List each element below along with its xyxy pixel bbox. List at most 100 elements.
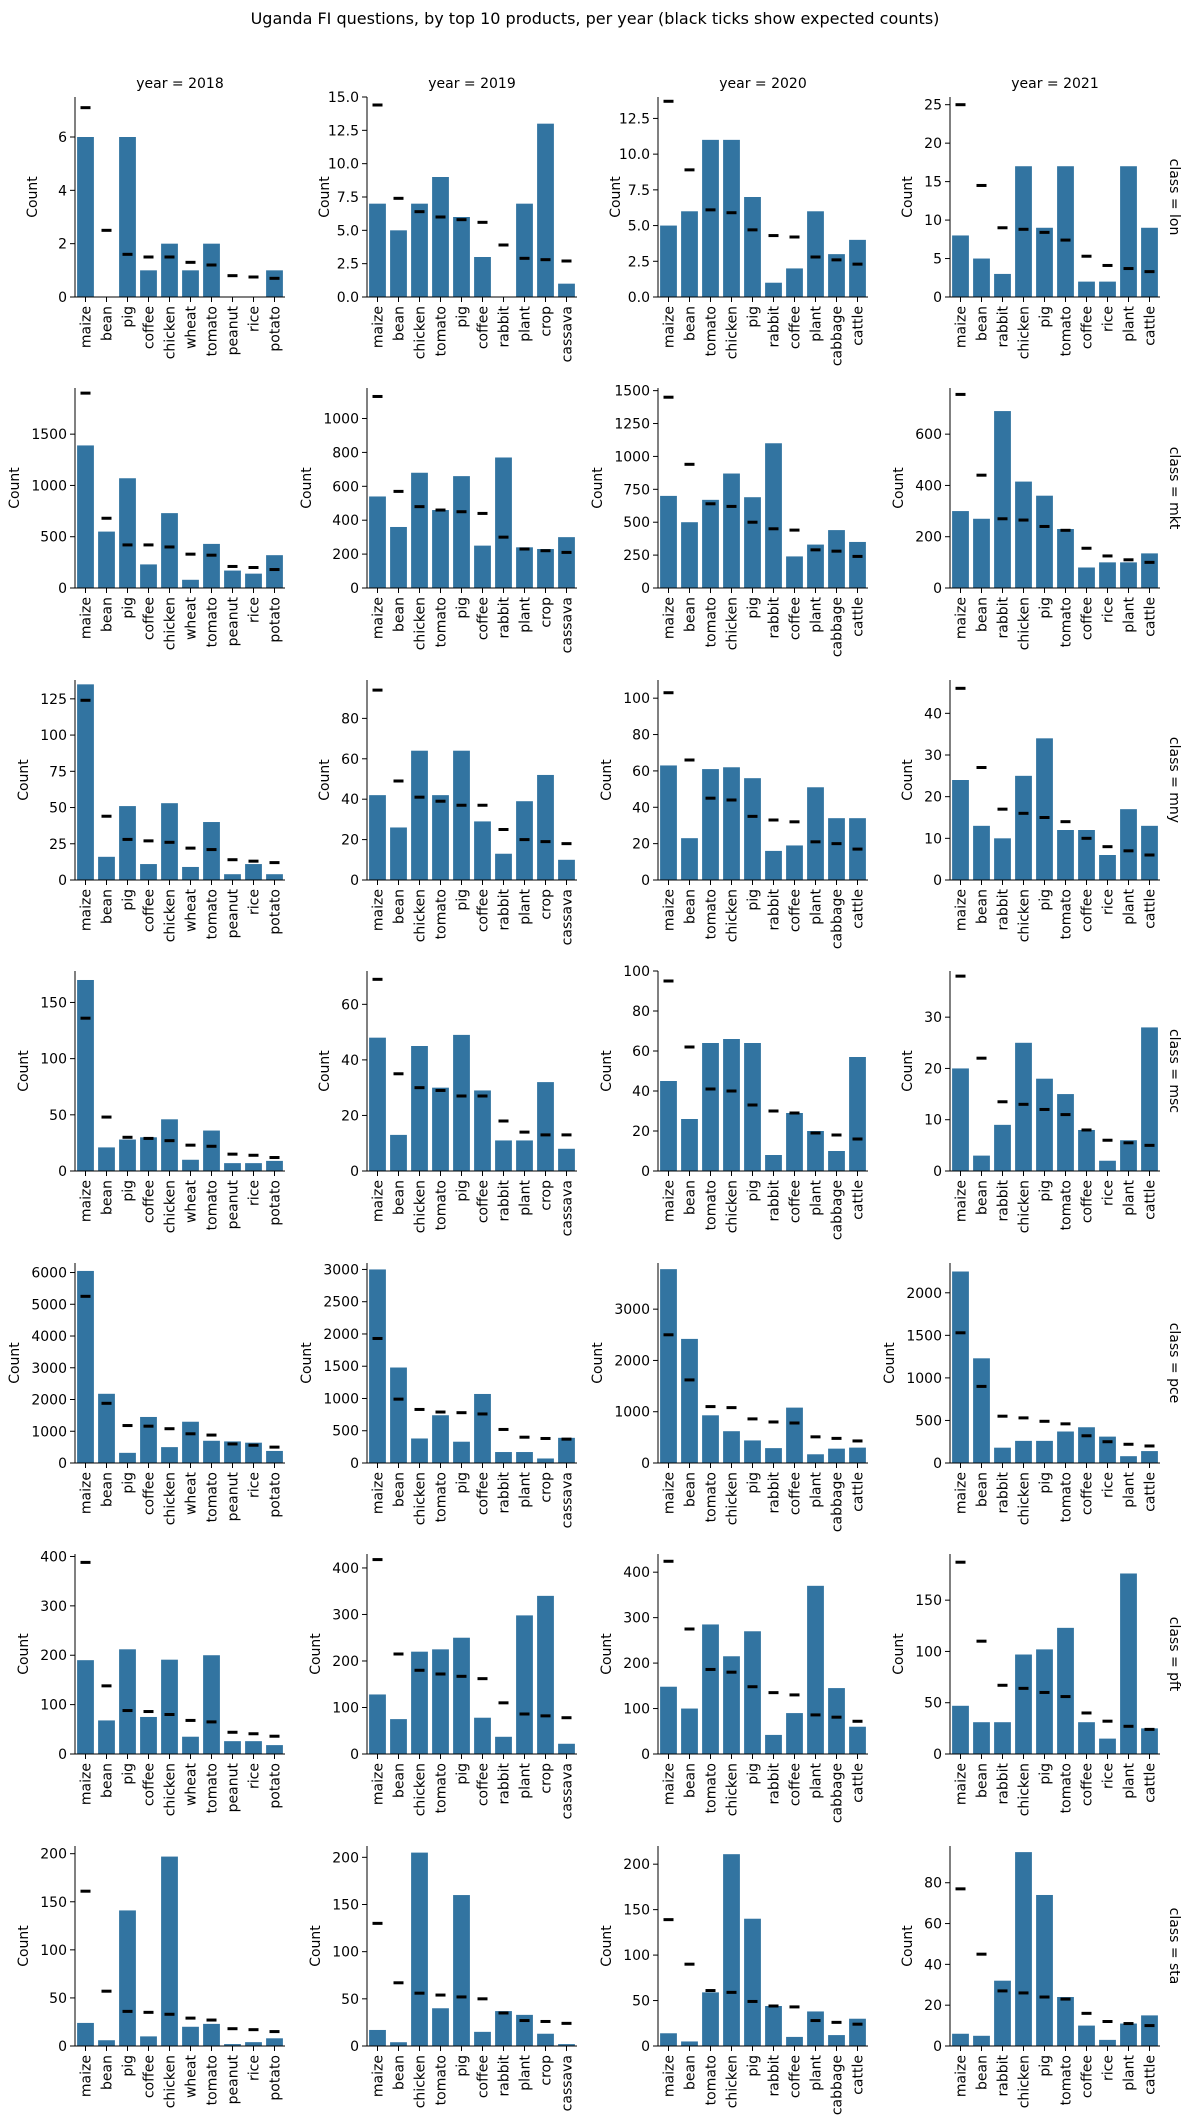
x-tick-label: cabbage [830,597,846,657]
bar [1120,562,1137,588]
bar [432,2008,449,2046]
bar [390,1719,407,1754]
y-tick-label: 1000 [906,1371,942,1387]
bar [744,1440,761,1463]
y-tick-label: 20 [924,1998,942,2014]
y-tick-label: 80 [632,728,650,744]
x-tick-label: chicken [163,306,179,359]
x-tick-label: rice [247,1763,263,1789]
x-tick-label: potato [268,1763,284,1809]
bar [1057,1094,1074,1171]
x-tick-label: rabbit [996,1763,1012,1805]
x-tick-label: pig [1038,597,1054,619]
y-axis-label: Count [308,1925,324,1967]
bar [1078,281,1095,297]
x-tick-label: rabbit [996,1472,1012,1514]
x-tick-label: coffee [788,1763,804,1806]
y-tick-label: 60 [341,752,359,768]
bar [1057,830,1074,880]
bar [723,1854,740,2046]
x-tick-label: chicken [1017,1180,1033,1233]
y-tick-label: 1500 [31,427,67,443]
facet-panel: 0 20 40 60 80 100 Count maize bean tomato chicken p… [599,680,868,949]
x-tick-label: plant [518,888,534,924]
bar [516,1452,533,1463]
row-label: class = pce [1166,1323,1182,1404]
bar [744,197,761,297]
x-tick-label: bean [100,1472,116,1507]
y-tick-label: 2 [58,237,67,253]
y-axis-label: Count [7,467,23,509]
y-tick-label: 40 [632,1084,650,1100]
x-tick-label: maize [954,1180,970,1222]
y-tick-label: 200 [623,1656,650,1672]
bar [203,243,220,297]
bar [537,123,554,298]
bar [140,1416,157,1463]
x-tick-label: coffee [1080,889,1096,932]
x-tick-label: cattle [851,1472,867,1512]
x-tick-label: bean [392,889,408,924]
facet-panel: 0 50 100 150 200 Count maize bean pig coffee chick… [16,1846,285,2108]
x-tick-label: tomato [1059,1180,1075,1230]
y-tick-label: 500 [623,515,650,531]
x-tick-label: tomato [434,1472,450,1522]
bar [952,235,969,297]
bar [495,2011,512,2046]
bar [119,806,136,880]
bar [702,1992,719,2046]
x-tick-label: tomato [205,306,221,356]
bar [224,1441,241,1463]
bar [1099,1738,1116,1754]
x-tick-label: bean [975,1180,991,1215]
x-tick-label: chicken [725,597,741,650]
x-tick-label: bean [975,306,991,341]
bar [98,1147,115,1171]
column-header: year = 2020 [719,76,807,92]
x-tick-label: rabbit [497,2055,513,2097]
bar [702,769,719,880]
y-axis-label: Count [317,1050,333,1092]
x-tick-label: pig [746,889,762,911]
bar [702,139,719,297]
x-tick-label: tomato [434,2055,450,2105]
x-tick-label: rabbit [497,1180,513,1222]
x-tick-label: peanut [226,2055,242,2105]
y-tick-label: 0 [350,1456,359,1472]
y-axis-label: Count [599,1050,615,1092]
bar [765,2006,782,2046]
x-tick-label: rabbit [767,1472,783,1514]
bar [660,225,677,297]
x-tick-label: chicken [725,889,741,942]
bar [681,1338,698,1463]
x-tick-label: maize [954,1763,970,1805]
bar [1057,1997,1074,2046]
bar [786,2036,803,2046]
y-tick-label: 1000 [31,1424,67,1440]
x-tick-label: rice [247,889,263,915]
facet-panel: 0 200 400 600 Count maize bean rabbit chicken pig… [891,388,1160,650]
bar [537,774,554,880]
bar [765,850,782,880]
bar [140,564,157,588]
x-tick-label: coffee [142,1472,158,1515]
x-tick-label: pig [121,1472,137,1494]
x-tick-label: crop [539,889,555,920]
x-tick-label: rabbit [996,306,1012,348]
x-tick-label: potato [268,1472,284,1518]
bar [828,530,845,588]
x-tick-label: tomato [1059,1472,1075,1522]
y-axis-label: Count [900,759,916,801]
y-tick-label: 500 [332,1424,359,1440]
x-tick-label: coffee [788,597,804,640]
bar [558,1437,575,1463]
x-tick-label: chicken [163,1763,179,1816]
y-tick-label: 100 [40,1943,67,1959]
x-tick-label: pig [746,1763,762,1785]
x-tick-label: cattle [1143,2055,1159,2095]
row-label: class = sta [1166,1908,1182,1985]
y-tick-label: 100 [623,964,650,980]
x-tick-label: bean [392,306,408,341]
x-tick-label: cassava [560,1763,576,1819]
bar [723,139,740,297]
